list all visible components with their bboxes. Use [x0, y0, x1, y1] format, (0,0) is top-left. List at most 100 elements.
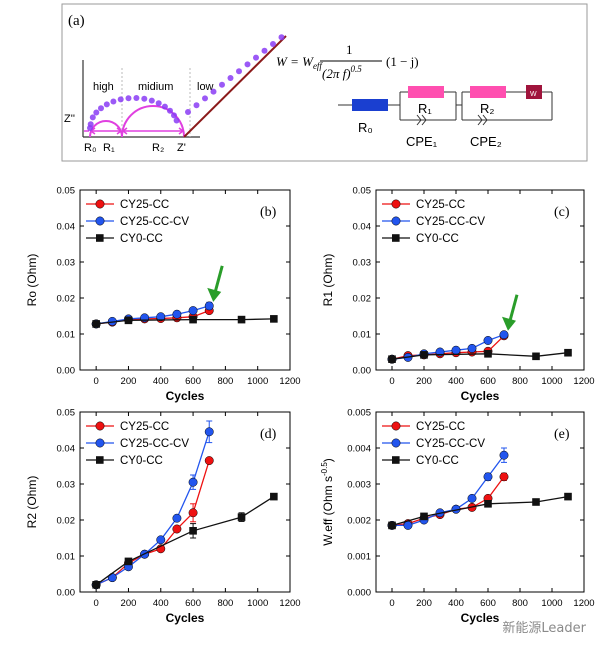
- nyquist-point: [210, 88, 217, 95]
- y-tick-label: 0.05: [57, 408, 76, 419]
- x-tick-label: 200: [416, 376, 432, 387]
- data-point: [188, 508, 198, 518]
- warburg-box: [526, 85, 542, 99]
- r1-arrow: [89, 127, 123, 135]
- nyquist-point: [167, 107, 173, 114]
- region-label-low: low: [197, 81, 214, 93]
- data-point: [499, 330, 509, 340]
- y-tick-label: 0.04: [353, 222, 372, 233]
- y-tick-label: 0.004: [347, 444, 371, 455]
- nyquist-point: [193, 102, 200, 109]
- r0-label: R₀: [84, 142, 97, 154]
- plot-frame: [79, 411, 291, 593]
- data-point: [499, 472, 509, 482]
- panel-a-frame: [61, 3, 588, 162]
- x-tick-label: 400: [153, 598, 169, 609]
- nyquist-point: [93, 109, 100, 116]
- cpe2-symbol: [477, 114, 483, 126]
- equation-denominator: (2π f)0.5: [322, 64, 362, 81]
- data-point: [156, 535, 166, 545]
- nyquist-point: [155, 100, 162, 107]
- data-point: [204, 301, 214, 311]
- nyquist-point: [219, 81, 225, 88]
- nyquist-point: [125, 95, 132, 102]
- equation-numerator: 1: [346, 42, 353, 57]
- region-label-high: high: [93, 81, 114, 93]
- legend-label: CY25-CC-CV: [416, 216, 485, 228]
- series-cy0-cc: [92, 492, 278, 589]
- nyquist-point: [278, 34, 285, 41]
- x-tick-label: 400: [153, 376, 169, 387]
- data-point: [172, 524, 182, 534]
- data-point: [204, 427, 214, 437]
- y-tick-label: 0.00: [57, 366, 76, 377]
- nyquist-point: [161, 103, 168, 110]
- series-line: [391, 495, 569, 527]
- y-axis-label: Ro (Ohm): [25, 254, 39, 307]
- cpe2-box: [470, 86, 506, 98]
- y-tick-label: 0.02: [57, 516, 76, 527]
- series-line: [391, 352, 569, 360]
- arrow-head: [207, 287, 222, 302]
- legend-marker: [391, 438, 401, 448]
- nyquist-point: [98, 105, 104, 112]
- legend: CY25-CC CY25-CC-CV CY0-CC: [382, 421, 485, 467]
- x-tick-label: 800: [217, 598, 233, 609]
- y-tick-label: 0.03: [57, 480, 76, 491]
- circuit-r1-label: R₁: [418, 101, 432, 116]
- data-point: [188, 477, 198, 487]
- x-tick-label: 1200: [279, 376, 300, 387]
- x-tick-label: 200: [121, 376, 137, 387]
- chart-panel-e: 0 200 400 600 800 1000 1200 0.000 0.001 0.002 0.00…: [320, 408, 595, 626]
- data-point: [420, 351, 428, 359]
- equation-lhs: W = Weff: [276, 54, 323, 71]
- y-axis-label: R2 (Ohm): [25, 476, 39, 529]
- y-tick-label: 0.001: [347, 552, 371, 563]
- data-point: [564, 348, 572, 357]
- x-tick-label: 0: [389, 376, 394, 387]
- series-cy25-cc-cv: [387, 330, 509, 364]
- x-tick-label: 400: [448, 598, 464, 609]
- y-tick-label: 0.04: [57, 222, 76, 233]
- data-point: [484, 350, 492, 358]
- data-point: [467, 343, 477, 353]
- y-axis-label: W.eff (Ohm s-0.5): [320, 458, 335, 546]
- cpe1-box: [408, 86, 444, 98]
- legend-label: CY0-CC: [120, 233, 163, 245]
- y-tick-label: 0.003: [347, 480, 371, 491]
- data-point: [483, 336, 493, 345]
- x-tick-label: 800: [217, 376, 233, 387]
- data-point: [420, 512, 428, 521]
- y-tick-label: 0.000: [347, 588, 371, 599]
- r1-label: R₁: [103, 142, 115, 154]
- nyquist-point: [236, 68, 242, 75]
- legend-marker: [391, 216, 401, 226]
- data-point: [172, 513, 182, 523]
- x-tick-label: 1200: [279, 598, 300, 609]
- legend: CY25-CC CY25-CC-CV CY0-CC: [382, 199, 485, 245]
- plot-frame: [375, 189, 585, 371]
- legend-label: CY25-CC-CV: [120, 438, 189, 450]
- series-cy0-cc: [388, 348, 572, 363]
- y-tick-label: 0.00: [353, 366, 372, 377]
- y-axis-label-text: R1 (Ohm): [321, 254, 335, 307]
- y-axis-label-sup: -0.5: [320, 462, 329, 476]
- arrow-shaft: [508, 294, 519, 322]
- data-point: [172, 309, 182, 319]
- y-axis-label-text: Ro (Ohm): [25, 254, 39, 307]
- nyquist-point: [227, 75, 234, 81]
- legend-marker: [95, 199, 105, 209]
- data-point: [564, 492, 572, 501]
- r2-arrow: [121, 127, 185, 135]
- series-cy0-cc: [92, 315, 278, 328]
- x-tick-label: 1200: [573, 376, 594, 387]
- nyquist-point: [185, 109, 191, 115]
- x-tick-label: 0: [389, 598, 394, 609]
- nyquist-point: [171, 112, 177, 119]
- y-tick-label: 0.05: [57, 186, 76, 197]
- data-point: [270, 492, 278, 501]
- data-point: [189, 315, 197, 324]
- y-tick-label: 0.05: [353, 186, 372, 197]
- r2-label: R₂: [152, 142, 164, 154]
- x-tick-label: 1000: [541, 598, 562, 609]
